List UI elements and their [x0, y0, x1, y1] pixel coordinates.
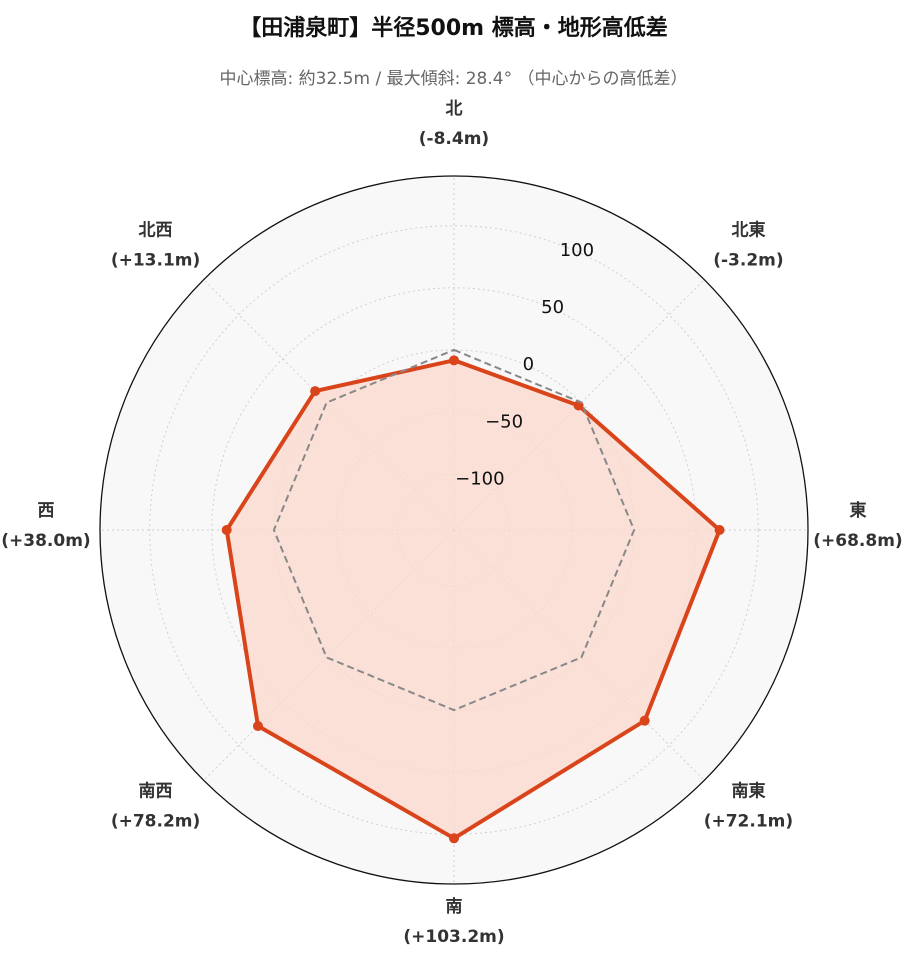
- reference-line: [272, 348, 636, 712]
- direction-delta: (+72.1m): [704, 811, 793, 831]
- r-tick-label: 100: [560, 240, 594, 261]
- direction-label-1: 北東 (-3.2m): [713, 220, 783, 271]
- direction-name: 東: [850, 500, 867, 521]
- r-tick-label: 50: [541, 297, 564, 318]
- direction-label-3: 南東 (+72.1m): [704, 780, 793, 831]
- r-tick-label: −100: [455, 469, 504, 490]
- direction-delta: (-8.4m): [419, 129, 489, 149]
- data-point: [449, 355, 459, 366]
- series-area: [226, 360, 720, 839]
- direction-label-0: 北 (-8.4m): [419, 99, 489, 149]
- direction-delta: (+68.8m): [813, 531, 902, 551]
- direction-name: 北: [446, 99, 463, 119]
- direction-name: 南東: [731, 780, 765, 801]
- outer-circle: [99, 175, 809, 885]
- direction-delta: (+78.2m): [111, 811, 200, 831]
- data-point: [252, 721, 263, 732]
- direction-label-7: 北西 (+13.1m): [111, 221, 200, 271]
- chart-title: 【田浦泉町】半径500m 標高・地形高低差: [239, 16, 668, 41]
- direction-name: 西: [38, 501, 55, 521]
- direction-name: 北西: [139, 221, 173, 241]
- direction-delta: (+13.1m): [111, 251, 200, 271]
- direction-name: 北東: [731, 220, 765, 241]
- direction-name: 南西: [139, 780, 173, 801]
- direction-delta: (+103.2m): [403, 927, 504, 947]
- data-point: [714, 525, 725, 535]
- data-point: [221, 525, 232, 535]
- radial-gridline: [149, 225, 759, 835]
- direction-label-6: 西 (+38.0m): [1, 501, 90, 551]
- data-point: [310, 386, 321, 397]
- direction-label-2: 東 (+68.8m): [813, 500, 902, 551]
- direction-delta: (-3.2m): [713, 251, 783, 271]
- direction-label-4: 南 (+103.2m): [403, 896, 504, 947]
- direction-delta: (+38.0m): [1, 531, 90, 551]
- direction-name: 南: [446, 896, 463, 917]
- data-point: [639, 715, 650, 726]
- r-tick-label: 0: [523, 354, 534, 375]
- direction-label-5: 南西 (+78.2m): [111, 780, 200, 831]
- data-point: [449, 833, 459, 844]
- chart-subtitle: 中心標高: 約32.5m / 最大傾斜: 28.4° （中心からの高低差）: [219, 69, 688, 89]
- r-tick-label: −50: [485, 411, 523, 432]
